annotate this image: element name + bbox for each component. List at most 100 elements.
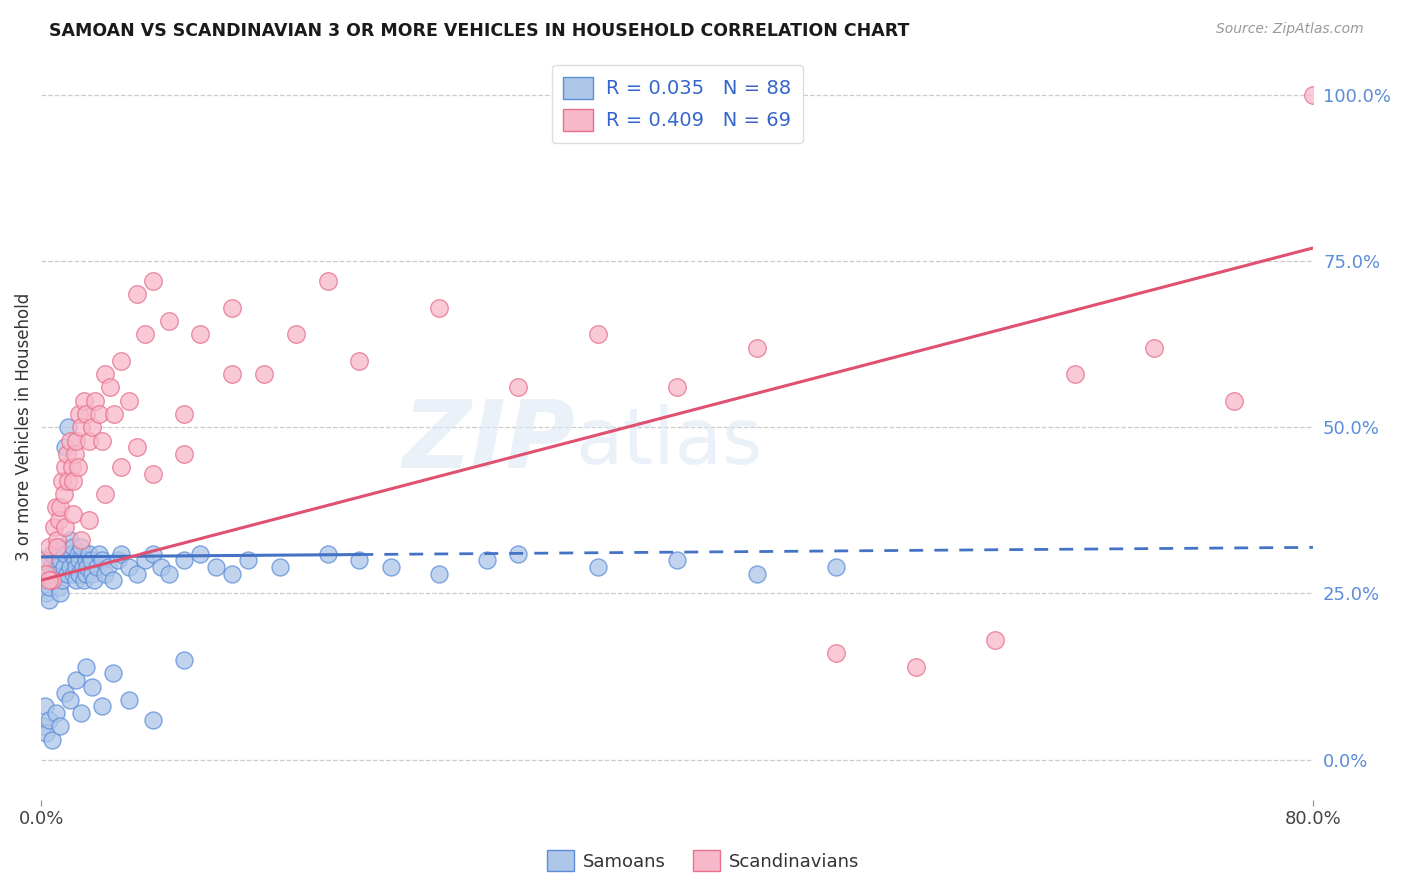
Point [94,487,117,501]
Point [53,686,76,700]
Point [75,407,97,421]
Point [76,560,98,574]
Point [62,566,84,581]
Point [236,553,259,567]
Point [1223,393,1246,408]
Point [70,706,93,720]
Point [142,713,165,727]
Point [32,553,55,567]
Point [269,560,291,574]
Point [90,434,112,448]
Point [87,547,110,561]
Point [349,354,371,368]
Point [142,274,165,288]
Point [52,487,75,501]
Point [34,699,56,714]
Point [38,540,60,554]
Point [49,553,72,567]
Point [51,474,73,488]
Point [666,553,689,567]
Point [41,547,63,561]
Point [221,301,243,315]
Point [984,633,1007,648]
Point [97,560,120,574]
Point [157,566,180,581]
Point [118,393,141,408]
Legend: R = 0.035   N = 88, R = 0.409   N = 69: R = 0.035 N = 88, R = 0.409 N = 69 [551,65,803,143]
Text: atlas: atlas [575,404,763,480]
Point [46,533,69,548]
Point [1063,367,1085,381]
Point [42,573,65,587]
Point [65,434,87,448]
Point [62,474,84,488]
Point [586,560,609,574]
Point [62,507,84,521]
Point [427,301,450,315]
Point [63,553,86,567]
Point [69,566,91,581]
Point [60,547,83,561]
Point [77,434,100,448]
Point [110,354,132,368]
Point [37,566,59,581]
Point [586,327,609,342]
Point [110,547,132,561]
Point [83,573,105,587]
Point [55,447,77,461]
Point [157,314,180,328]
Point [66,460,89,475]
Point [32,553,55,567]
Point [316,274,339,288]
Point [349,553,371,567]
Text: SAMOAN VS SCANDINAVIAN 3 OR MORE VEHICLES IN HOUSEHOLD CORRELATION CHART: SAMOAN VS SCANDINAVIAN 3 OR MORE VEHICLE… [49,22,910,40]
Point [98,380,121,394]
Point [59,434,82,448]
Point [70,420,93,434]
Point [69,553,91,567]
Legend: Samoans, Scandinavians: Samoans, Scandinavians [540,843,866,879]
Point [134,327,156,342]
Point [77,513,100,527]
Point [48,513,70,527]
Point [46,540,69,554]
Point [39,560,62,574]
Point [904,659,927,673]
Point [62,540,84,554]
Point [46,540,69,554]
Point [45,706,67,720]
Point [53,440,76,454]
Point [173,653,195,667]
Point [94,566,117,581]
Point [284,327,307,342]
Point [53,460,76,475]
Point [101,666,124,681]
Point [42,520,65,534]
Point [90,553,112,567]
Point [38,580,60,594]
Point [118,560,141,574]
Point [173,553,195,567]
Point [52,560,75,574]
Point [87,407,110,421]
Point [142,547,165,561]
Point [125,287,148,301]
Point [149,560,172,574]
Point [58,474,80,488]
Point [60,460,83,475]
Point [48,580,70,594]
Point [35,566,58,581]
Point [475,553,498,567]
Y-axis label: 3 or more Vehicles in Household: 3 or more Vehicles in Household [15,293,32,561]
Point [70,540,93,554]
Point [46,566,69,581]
Point [745,341,768,355]
Point [427,566,450,581]
Point [90,699,112,714]
Point [53,547,76,561]
Point [94,367,117,381]
Point [82,420,104,434]
Point [173,407,195,421]
Point [73,573,96,587]
Point [49,500,72,514]
